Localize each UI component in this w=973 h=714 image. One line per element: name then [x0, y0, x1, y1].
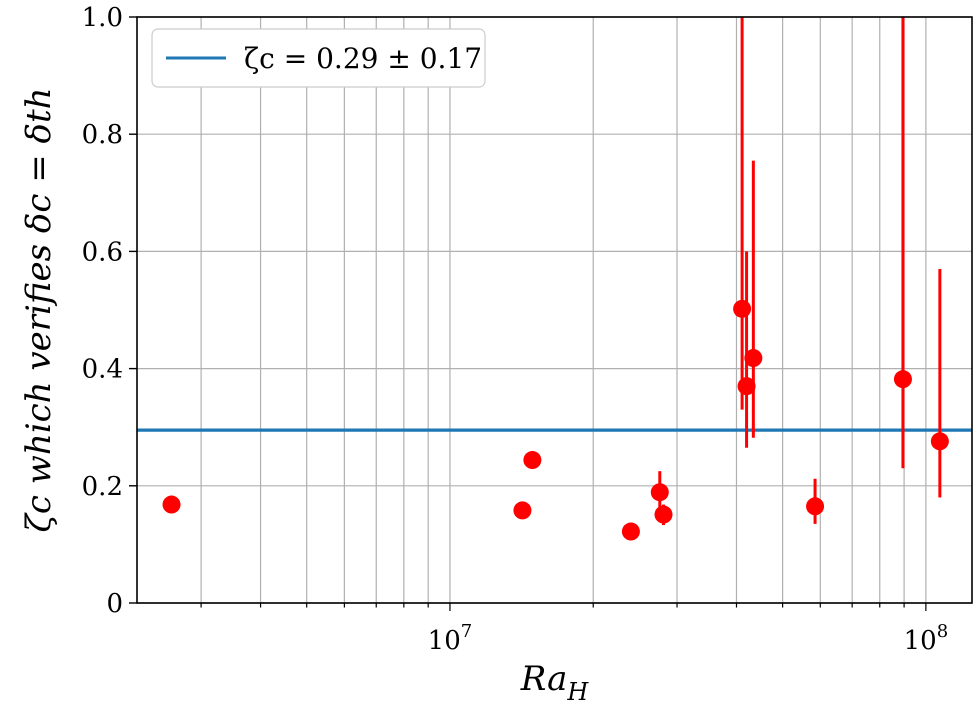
y-axis-title: ζc which verifies δc = δth	[19, 87, 59, 532]
legend: ζc = 0.29 ± 0.17	[151, 28, 486, 88]
y-tick-label: 0.6	[82, 237, 123, 267]
y-tick-label: 0.4	[82, 355, 123, 385]
legend-box	[151, 28, 486, 88]
data-point	[162, 495, 181, 514]
data-point	[806, 497, 825, 516]
plot-frame	[136, 16, 973, 604]
y-tick-label: 1.0	[82, 3, 123, 33]
x-axis-title: RaH	[520, 659, 590, 706]
data-point	[650, 483, 669, 502]
x-tick-label: 107	[428, 621, 473, 656]
data-point	[744, 349, 763, 368]
error-bars	[658, 17, 942, 526]
data-point	[893, 370, 912, 389]
y-tick-label: 0.2	[82, 472, 123, 502]
x-tick-labels: 107 108	[428, 621, 948, 656]
y-tick-labels: 0 0.2 0.4 0.6 0.8 1.0	[82, 3, 123, 619]
data-point	[513, 501, 532, 520]
data-point	[737, 377, 756, 396]
data-point	[930, 432, 949, 451]
data-point	[733, 299, 752, 318]
y-tick-label: 0.8	[82, 120, 123, 150]
data-point	[621, 522, 640, 541]
axis-ticks	[129, 16, 927, 611]
data-point	[654, 505, 673, 524]
data-points	[162, 299, 949, 541]
grid-lines	[137, 16, 972, 604]
legend-label: ζc = 0.29 ± 0.17	[244, 42, 482, 75]
data-point	[523, 451, 542, 470]
x-tick-label: 108	[904, 621, 949, 656]
y-tick-label: 0	[106, 589, 123, 619]
